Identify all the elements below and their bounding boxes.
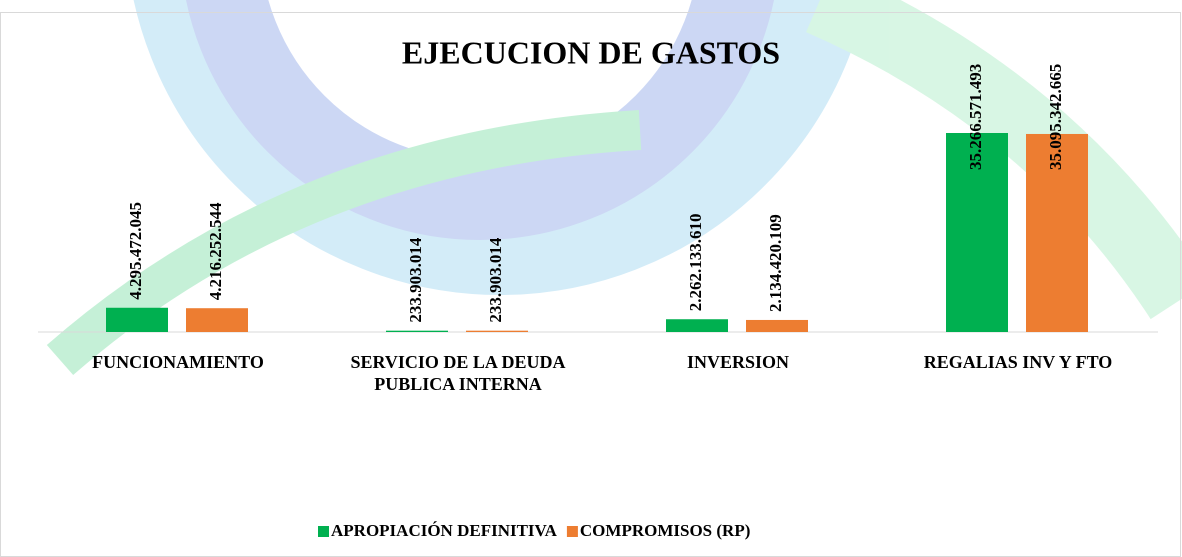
legend-swatch [566,526,578,537]
bar [666,319,728,332]
data-label: 4.216.252.544 [206,202,225,300]
data-label: 2.262.133.610 [686,213,705,311]
data-label: 4.295.472.045 [126,202,145,300]
chart-title: EJECUCION DE GASTOS [402,34,780,70]
legend-label: COMPROMISOS (RP) [580,521,750,540]
bar [186,308,248,332]
bar [946,133,1008,332]
watermark [46,0,1182,376]
x-tick-label: SERVICIO DE LA DEUDA PUBLICA INTERNA [350,352,566,394]
data-label: 2.134.420.109 [766,214,785,312]
bar [1026,133,1088,332]
legend-swatch [318,526,329,537]
bar [106,307,168,332]
bar [386,330,448,332]
legend-label: APROPIACIÓN DEFINITIVA [331,521,558,540]
x-tick-label: REGALIAS INV Y FTO [923,352,1113,372]
data-label: 233.903.014 [406,237,425,323]
data-label: 35.266.571.493 [966,64,985,170]
x-tick-label: INVERSION [686,352,790,372]
data-label: 233.903.014 [486,237,505,323]
bar [466,330,528,332]
data-label: 35.095.342.665 [1046,64,1065,170]
bar [746,319,808,332]
x-tick-label: FUNCIONAMIENTO [92,352,264,372]
